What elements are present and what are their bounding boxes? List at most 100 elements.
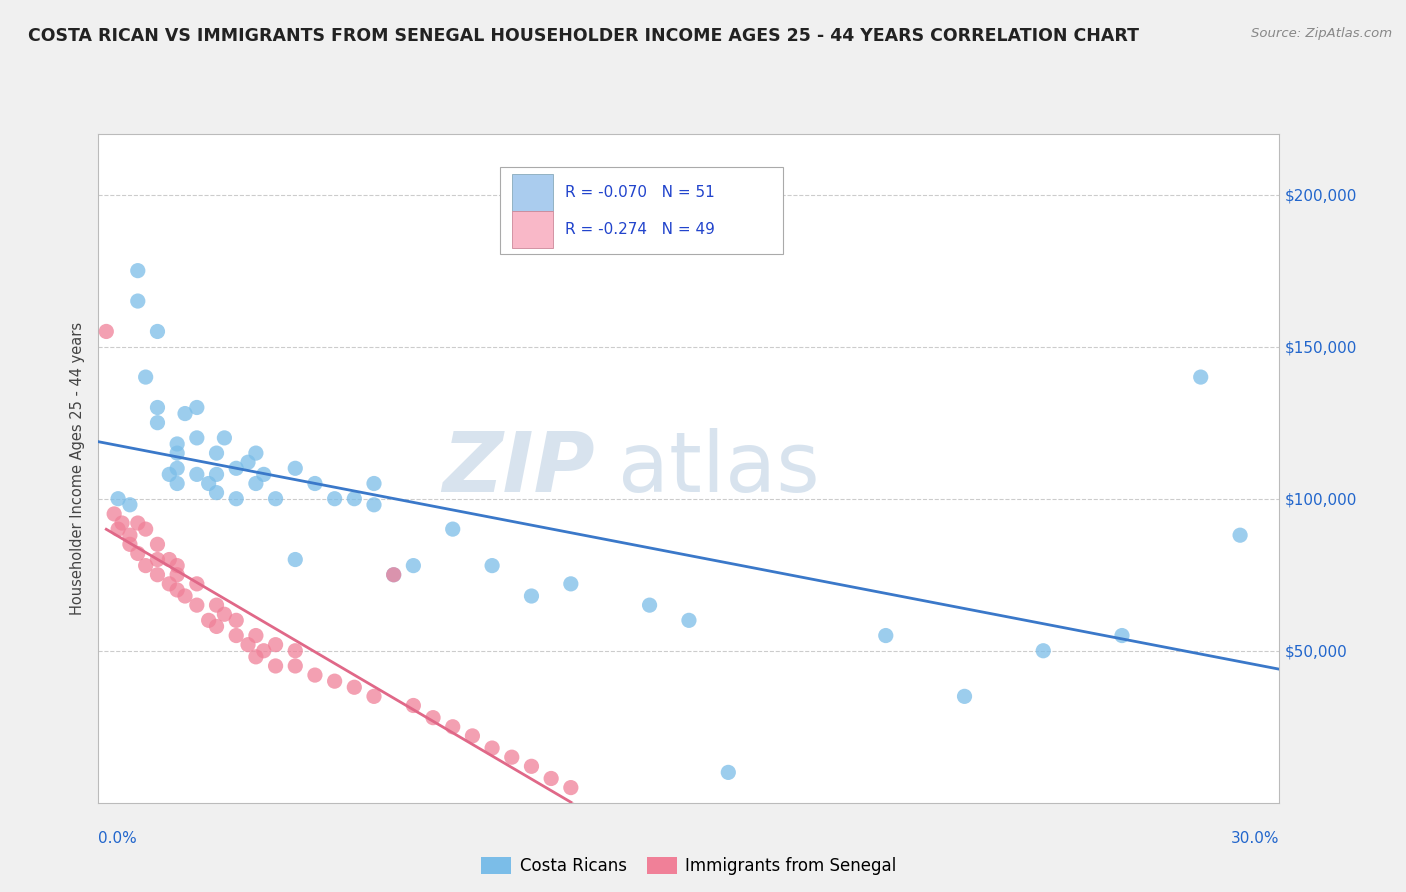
Point (461, 729, 484, 743)
Point (107, 491, 129, 506)
Point (174, 589, 197, 603)
FancyBboxPatch shape (512, 211, 553, 248)
Point (1032, 644, 1054, 658)
Point (1111, 628, 1133, 642)
Point (560, 577, 582, 591)
Point (157, 552, 180, 566)
Point (166, 558, 188, 573)
Point (186, 577, 208, 591)
Point (236, 455, 259, 469)
Point (146, 552, 169, 566)
Point (205, 467, 228, 482)
Point (953, 690, 976, 704)
Point (323, 491, 346, 506)
Point (166, 446, 188, 460)
Point (225, 491, 247, 506)
Point (225, 461, 247, 475)
Point (118, 537, 141, 551)
Point (157, 467, 180, 482)
Point (678, 613, 700, 627)
Point (186, 467, 208, 482)
Point (186, 401, 208, 415)
Point (135, 558, 157, 573)
Point (205, 485, 228, 500)
Point (481, 558, 503, 573)
Point (382, 567, 405, 582)
Legend: Costa Ricans, Immigrants from Senegal: Costa Ricans, Immigrants from Senegal (475, 850, 903, 881)
Point (166, 461, 188, 475)
Y-axis label: Householder Income Ages 25 - 44 years: Householder Income Ages 25 - 44 years (70, 322, 86, 615)
Point (382, 567, 405, 582)
Point (146, 537, 169, 551)
Point (284, 644, 307, 658)
Point (197, 476, 219, 491)
Point (236, 638, 259, 652)
Point (205, 598, 228, 612)
Point (127, 516, 149, 530)
Text: Source: ZipAtlas.com: Source: ZipAtlas.com (1251, 27, 1392, 40)
Point (343, 491, 366, 506)
Point (146, 325, 169, 339)
Point (253, 644, 276, 658)
Point (441, 720, 464, 734)
Point (245, 628, 267, 642)
Point (214, 431, 236, 445)
Text: COSTA RICAN VS IMMIGRANTS FROM SENEGAL HOUSEHOLDER INCOME AGES 25 - 44 YEARS COR: COSTA RICAN VS IMMIGRANTS FROM SENEGAL H… (28, 27, 1139, 45)
Text: ZIP: ZIP (441, 428, 595, 508)
Point (520, 759, 543, 773)
Point (174, 407, 197, 421)
Point (638, 598, 661, 612)
Point (560, 780, 582, 795)
Point (205, 446, 228, 460)
Point (343, 680, 366, 694)
Point (402, 558, 425, 573)
Point (103, 507, 125, 521)
Point (1229, 528, 1251, 542)
Point (304, 476, 326, 491)
Point (323, 674, 346, 689)
Point (166, 437, 188, 451)
Point (225, 613, 247, 627)
Point (127, 263, 149, 277)
Point (166, 567, 188, 582)
Point (264, 491, 287, 506)
Point (363, 690, 385, 704)
Point (441, 522, 464, 536)
Point (402, 698, 425, 713)
Text: 30.0%: 30.0% (1232, 831, 1279, 846)
Point (520, 589, 543, 603)
Point (284, 552, 307, 566)
Point (146, 401, 169, 415)
Point (205, 619, 228, 633)
Point (540, 772, 562, 786)
Point (363, 476, 385, 491)
Point (284, 659, 307, 673)
Point (304, 668, 326, 682)
Point (111, 516, 134, 530)
Point (225, 628, 247, 642)
Point (214, 607, 236, 622)
Text: R = -0.274   N = 49: R = -0.274 N = 49 (565, 221, 714, 236)
Point (1189, 370, 1212, 384)
Point (422, 711, 444, 725)
Point (127, 294, 149, 309)
Point (146, 416, 169, 430)
Point (245, 476, 267, 491)
Point (107, 522, 129, 536)
Point (166, 476, 188, 491)
Point (118, 528, 141, 542)
Point (157, 577, 180, 591)
Point (245, 649, 267, 664)
Point (717, 765, 740, 780)
Text: R = -0.070   N = 51: R = -0.070 N = 51 (565, 185, 714, 200)
Point (481, 741, 503, 756)
Point (135, 370, 157, 384)
Point (146, 567, 169, 582)
FancyBboxPatch shape (501, 168, 783, 254)
Point (363, 498, 385, 512)
Point (264, 659, 287, 673)
Point (96, 325, 118, 339)
Point (501, 750, 523, 764)
Text: 0.0%: 0.0% (98, 831, 138, 846)
Point (118, 498, 141, 512)
